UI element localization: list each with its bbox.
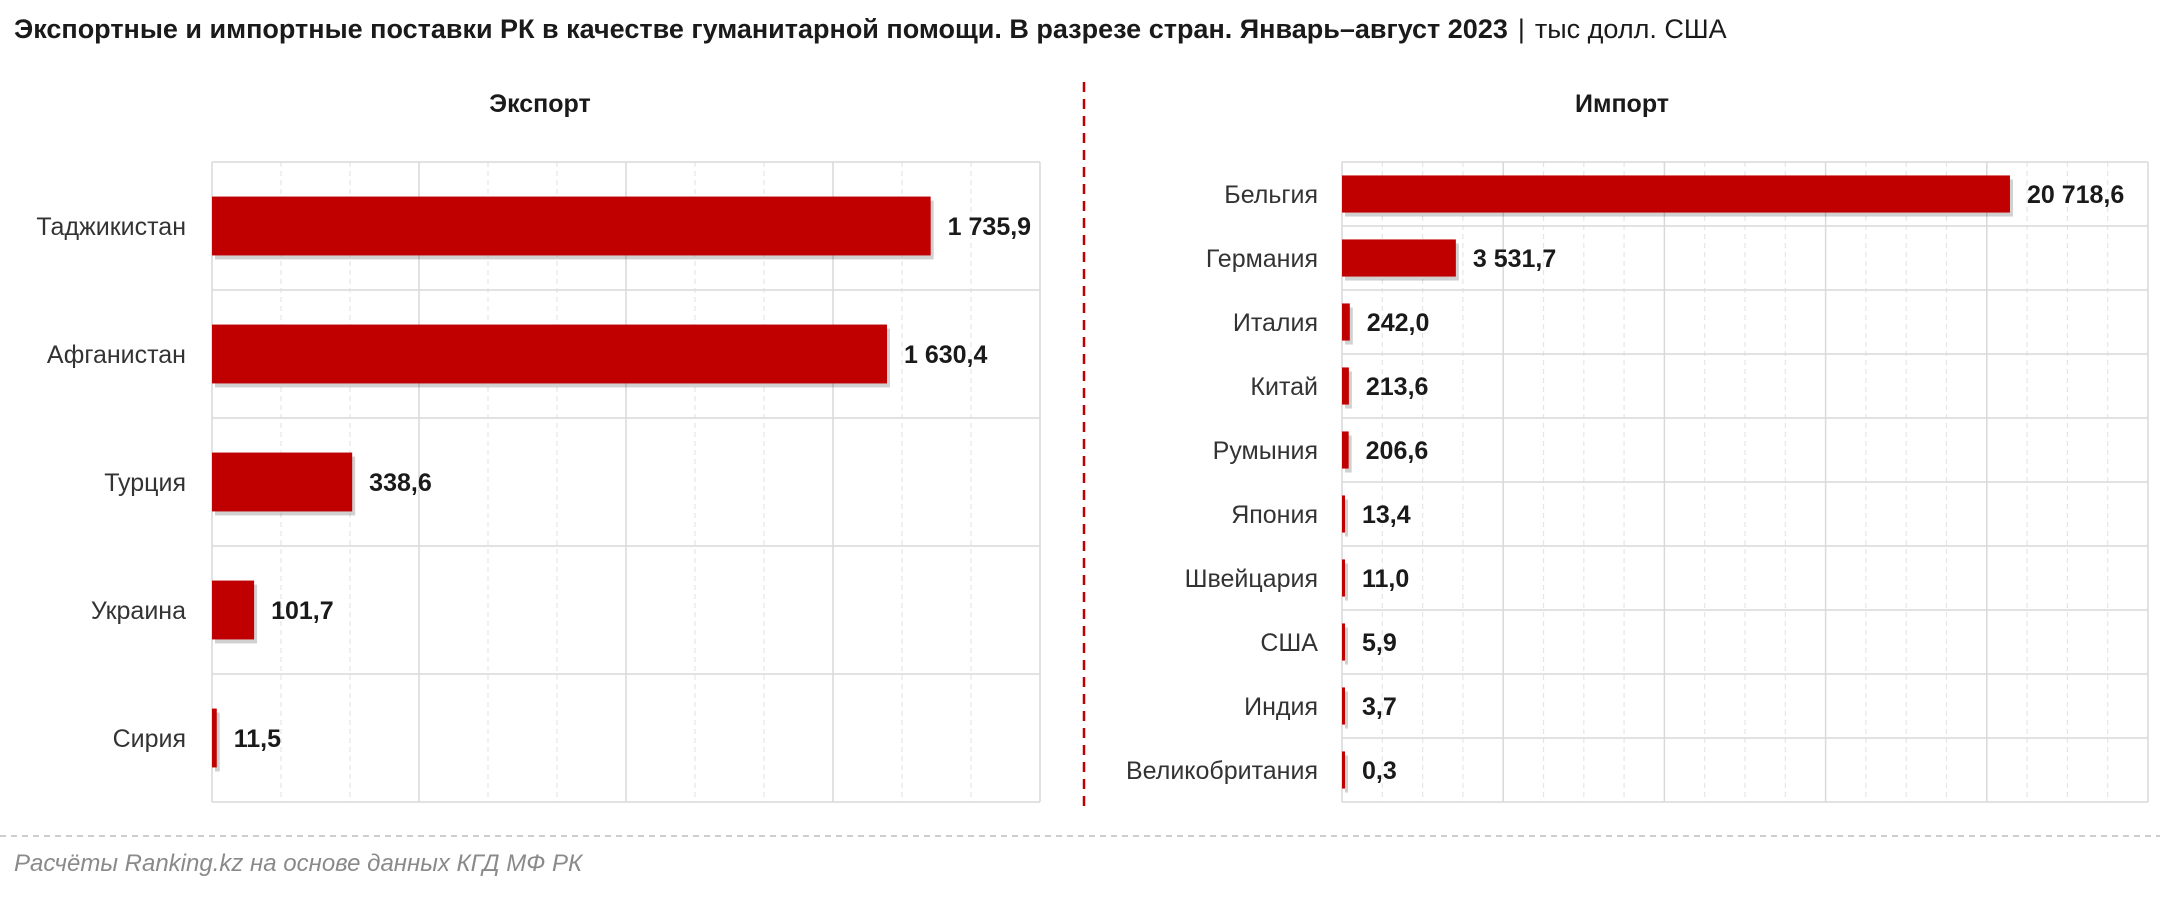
bar	[1342, 687, 1345, 725]
bar	[212, 196, 931, 256]
bar	[1342, 431, 1349, 469]
value-label: 0,3	[1362, 757, 1397, 785]
value-label: 20 718,6	[2027, 181, 2124, 209]
value-label: 5,9	[1362, 629, 1397, 657]
bar	[212, 452, 353, 512]
value-label: 1 630,4	[904, 341, 988, 369]
value-label: 213,6	[1366, 373, 1429, 401]
category-label: Сирия	[113, 725, 186, 753]
bar	[1342, 495, 1345, 533]
category-label: Италия	[1233, 309, 1318, 337]
category-label: Румыния	[1213, 437, 1318, 465]
bar	[212, 324, 887, 384]
value-label: 206,6	[1366, 437, 1429, 465]
chart-title-row: Экспортные и импортные поставки РК в кач…	[14, 14, 1727, 45]
chart-title: Экспортные и импортные поставки РК в кач…	[14, 14, 1508, 44]
bar	[212, 708, 217, 768]
category-label: Турция	[104, 469, 186, 497]
category-label: США	[1260, 629, 1318, 657]
category-label: Китай	[1250, 373, 1318, 401]
bar-shadow	[1345, 563, 1348, 601]
category-label: Украина	[91, 597, 186, 625]
bar	[1342, 367, 1349, 405]
category-label: Швейцария	[1185, 565, 1318, 593]
bar	[1342, 239, 1456, 277]
bar-shadow	[1345, 691, 1348, 729]
bar	[1342, 303, 1350, 341]
value-label: 3,7	[1362, 693, 1397, 721]
value-label: 1 735,9	[948, 213, 1031, 241]
value-label: 242,0	[1367, 309, 1430, 337]
category-label: Великобритания	[1126, 757, 1318, 785]
bar	[1342, 623, 1345, 661]
value-label: 338,6	[369, 469, 432, 497]
source-note: Расчёты Ranking.kz на основе данных КГД …	[14, 850, 583, 877]
bar-shadow	[1345, 755, 1348, 793]
bar	[1342, 751, 1345, 789]
panel-title: Экспорт	[489, 90, 590, 118]
bar-shadow	[1345, 627, 1348, 665]
bar	[1342, 559, 1345, 597]
category-label: Таджикистан	[36, 213, 186, 241]
value-label: 11,5	[234, 725, 281, 753]
value-label: 11,0	[1362, 565, 1409, 593]
bar	[212, 580, 255, 640]
value-label: 13,4	[1362, 501, 1411, 529]
panel-title: Импорт	[1575, 90, 1669, 118]
bar-shadow	[1345, 499, 1348, 537]
bar-shadow	[215, 712, 220, 772]
unit-label: тыс долл. США	[1534, 14, 1727, 44]
category-label: Германия	[1206, 245, 1318, 273]
category-label: Бельгия	[1224, 181, 1318, 209]
category-label: Япония	[1231, 501, 1318, 529]
value-label: 3 531,7	[1473, 245, 1556, 273]
title-separator: |	[1517, 14, 1525, 44]
category-label: Индия	[1244, 693, 1318, 721]
bar	[1342, 175, 2010, 213]
value-label: 101,7	[271, 597, 334, 625]
category-label: Афганистан	[47, 341, 186, 369]
